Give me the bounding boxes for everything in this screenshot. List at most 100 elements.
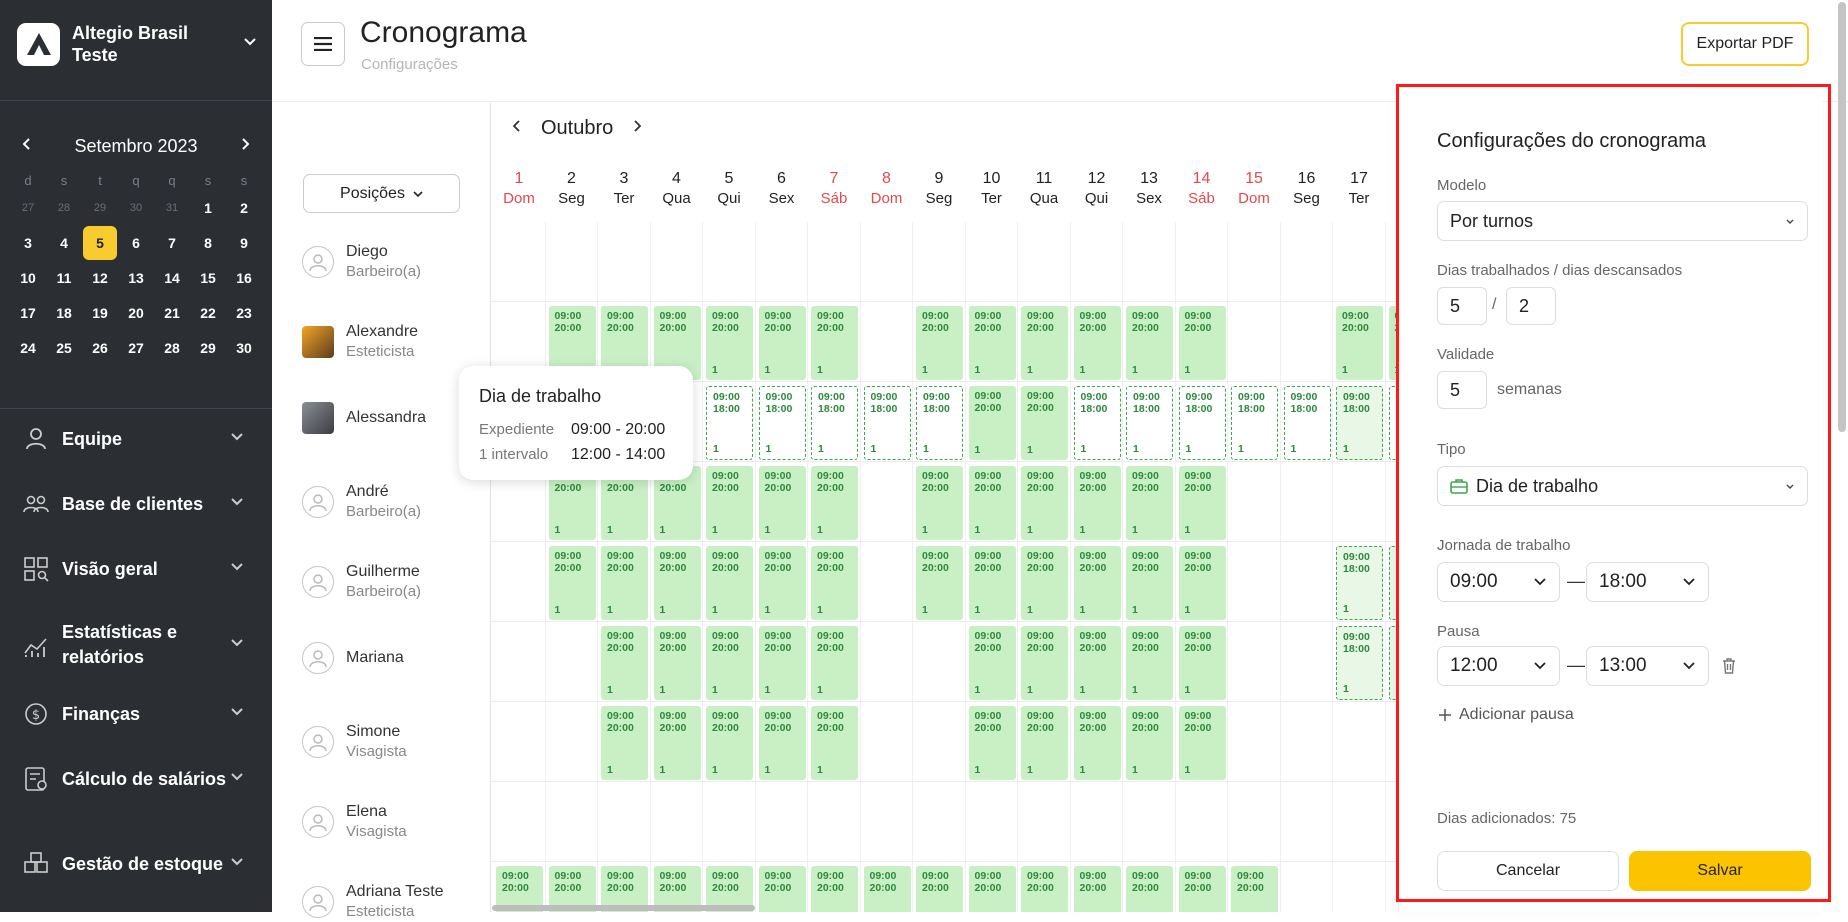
shift-cell[interactable]: 09:00 20:00 (1231, 866, 1278, 912)
save-button[interactable]: Salvar (1629, 851, 1811, 891)
menu-toggle-button[interactable] (301, 22, 345, 66)
calendar-day[interactable]: 9 (240, 234, 248, 251)
horizontal-scrollbar[interactable] (492, 905, 755, 911)
month-prev-button[interactable] (511, 119, 523, 138)
calendar-day[interactable]: 27 (21, 201, 35, 214)
calendar-day[interactable]: 22 (200, 304, 216, 321)
export-pdf-button[interactable]: Exportar PDF (1681, 22, 1809, 66)
nav-item-3[interactable]: Visão geral (0, 555, 272, 583)
shift-cell[interactable]: 09:00 20:00 (968, 866, 1016, 912)
nav-item-6[interactable]: Cálculo de salários (0, 765, 272, 793)
calendar-day[interactable]: 21 (164, 304, 180, 321)
calendar-day[interactable]: 28 (57, 201, 71, 214)
shift-cell[interactable]: 09:00 20:00 (811, 866, 858, 912)
calendar-day[interactable]: 13 (128, 269, 144, 286)
type-select[interactable]: Dia de trabalho (1437, 466, 1808, 506)
month-next-button[interactable] (631, 119, 643, 138)
staff-member[interactable]: Adriana Teste Esteticista (302, 882, 444, 922)
nav-item-5[interactable]: $ Finanças (0, 700, 272, 728)
calendar-day[interactable]: 16 (236, 269, 252, 286)
shift-cell[interactable]: 09:00 20:00 (758, 866, 806, 912)
trash-icon[interactable] (1721, 657, 1737, 680)
validity-input[interactable]: 5 (1437, 371, 1487, 409)
calendar-day[interactable]: 28 (164, 339, 180, 356)
vertical-scrollbar[interactable] (1838, 2, 1846, 432)
calendar-day[interactable]: 27 (128, 339, 144, 356)
shift-cell[interactable]: 09:00 20:00 (1073, 866, 1121, 912)
pause-start-select[interactable]: 12:00 (1437, 646, 1560, 686)
shift-cell[interactable]: 09:00 20:00 (548, 866, 596, 912)
calendar-day[interactable]: 18 (56, 304, 72, 321)
calendar-day[interactable]: 25 (56, 339, 72, 356)
calendar-day[interactable]: 31 (165, 201, 179, 214)
model-select[interactable]: Por turnos (1437, 201, 1808, 241)
calendar-day[interactable]: 2 (240, 199, 248, 216)
days-worked-input[interactable]: 5 (1437, 287, 1487, 325)
shift-cell[interactable]: 09:00 20:00 (706, 866, 753, 912)
shift-cell[interactable]: 09:00 20:00 (1126, 866, 1173, 912)
calendar-day[interactable]: 6 (132, 234, 140, 251)
positions-filter-button[interactable]: Posições (303, 174, 460, 213)
staff-member[interactable]: Guilherme Barbeiro(a) (302, 562, 421, 602)
calendar-day[interactable]: 30 (129, 201, 143, 214)
days-rest-input[interactable]: 2 (1506, 287, 1556, 325)
shift-cell[interactable]: 09:00 20:00 (496, 866, 543, 912)
calendar-day[interactable]: 11 (56, 269, 72, 286)
nav-item-2[interactable]: Base de clientes (0, 490, 272, 518)
calendar-day[interactable]: 4 (60, 234, 68, 251)
calendar-next-button[interactable] (238, 137, 252, 156)
staff-member[interactable]: Mariana (302, 642, 404, 674)
company-switcher[interactable]: Altegio Brasil Teste (17, 20, 257, 68)
work-end-select[interactable]: 18:00 (1586, 562, 1709, 602)
staff-member[interactable]: André Barbeiro(a) (302, 482, 421, 522)
shift-cell[interactable]: 09:00 20:00 (863, 866, 911, 912)
calendar-day[interactable]: 24 (20, 339, 36, 356)
calendar-day[interactable]: 29 (200, 339, 216, 356)
calendar-day[interactable]: 12 (92, 269, 108, 286)
nav-item-7[interactable]: Gestão de estoque (0, 850, 272, 878)
